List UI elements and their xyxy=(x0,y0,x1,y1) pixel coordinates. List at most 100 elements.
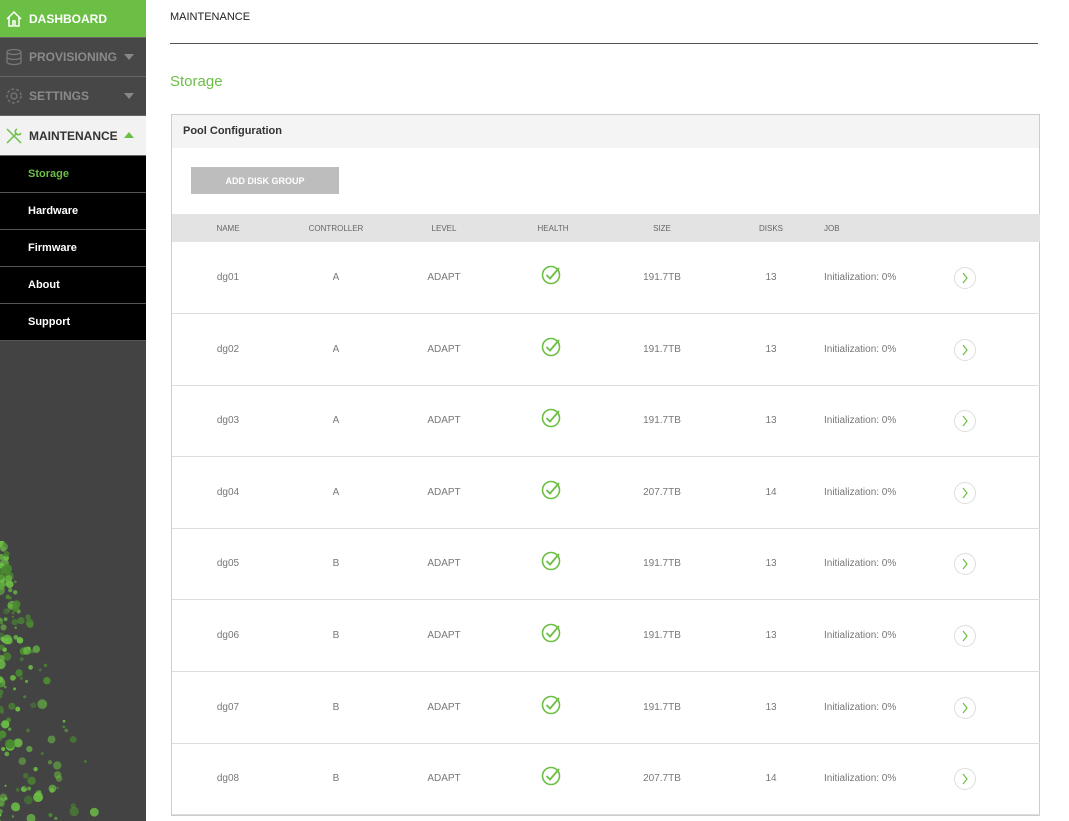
chevron-right-icon xyxy=(962,272,968,284)
dot xyxy=(1,746,6,752)
cell-disks: 14 xyxy=(765,773,777,785)
subnav-support[interactable]: Support xyxy=(0,304,146,341)
nav-maintenance[interactable]: MAINTENANCE xyxy=(0,116,146,156)
dot xyxy=(8,587,13,593)
dot xyxy=(43,663,48,668)
cell-level: ADAPT xyxy=(427,486,461,498)
row-details-button[interactable] xyxy=(954,553,976,576)
dot xyxy=(33,766,38,772)
dot xyxy=(0,655,5,662)
cell-size: 191.7TB xyxy=(643,630,681,641)
chevron-right-icon xyxy=(962,344,968,355)
dot xyxy=(27,776,36,786)
health-ok-icon xyxy=(541,766,561,786)
dot xyxy=(0,566,2,569)
cell-size: 191.7TB xyxy=(643,558,681,570)
col-health[interactable]: HEALTH xyxy=(537,224,569,233)
subnav-about[interactable]: About xyxy=(0,267,146,304)
table-row[interactable]: dg06 B ADAPT 191.7TB 13 Initialization: … xyxy=(172,600,1040,672)
cell-level: ADAPT xyxy=(427,701,461,713)
health-ok-icon xyxy=(541,623,561,643)
table-row[interactable]: dg04 A ADAPT 207.7TB 14 Initialization: … xyxy=(172,457,1040,529)
cell-controller: A xyxy=(332,343,340,355)
cell-job: Initialization: 0% xyxy=(824,630,897,641)
dot xyxy=(8,702,16,710)
row-details-button[interactable] xyxy=(954,625,976,647)
tools-icon xyxy=(6,127,22,144)
dot xyxy=(3,551,10,557)
dot xyxy=(0,621,4,625)
table-row[interactable]: dg02 A ADAPT 191.7TB 13 Initialization: … xyxy=(172,314,1040,386)
dot xyxy=(11,815,15,818)
health-ok-icon xyxy=(541,695,561,714)
subnav-storage[interactable]: Storage xyxy=(0,156,146,193)
chevron-right-icon xyxy=(962,630,968,642)
table-row[interactable]: dg07 B ADAPT 191.7TB 13 Initialization: … xyxy=(172,672,1040,744)
cell-job: Initialization: 0% xyxy=(824,558,897,570)
row-details-button[interactable] xyxy=(954,410,976,433)
row-details-button[interactable] xyxy=(954,696,976,719)
dot xyxy=(62,725,66,729)
dot xyxy=(35,790,42,797)
dot xyxy=(5,739,15,749)
health-ok-icon xyxy=(541,337,561,356)
row-details-button[interactable] xyxy=(954,267,976,289)
dot xyxy=(32,645,41,653)
dot xyxy=(27,786,32,791)
col-size[interactable]: SIZE xyxy=(653,224,671,233)
caret-down-icon xyxy=(124,54,134,60)
subnav-hardware[interactable]: Hardware xyxy=(0,193,146,230)
col-disks[interactable]: DISKS xyxy=(758,224,784,233)
home-icon xyxy=(6,10,22,27)
dot xyxy=(0,542,3,548)
dot xyxy=(15,669,23,677)
panel-title: Pool Configuration xyxy=(172,115,1039,148)
cell-controller: B xyxy=(332,773,340,785)
dot xyxy=(11,618,18,626)
cell-name: dg03 xyxy=(216,415,240,427)
table-row[interactable]: dg08 B ADAPT 207.7TB 14 Initialization: … xyxy=(172,743,1040,816)
nav-label: DASHBOARD xyxy=(29,11,107,26)
col-controller[interactable]: CONTROLLER xyxy=(308,224,364,233)
cell-level: ADAPT xyxy=(427,558,461,570)
cell-job: Initialization: 0% xyxy=(824,701,897,713)
nav-settings[interactable]: SETTINGS xyxy=(0,77,146,116)
dot xyxy=(43,676,51,685)
cell-controller: B xyxy=(332,701,340,713)
row-details-button[interactable] xyxy=(954,338,976,361)
dot xyxy=(0,676,4,683)
table-row[interactable]: dg03 A ADAPT 191.7TB 13 Initialization: … xyxy=(172,385,1040,458)
cell-level: ADAPT xyxy=(427,272,461,283)
row-details-button[interactable] xyxy=(954,768,976,791)
cell-size: 191.7TB xyxy=(643,415,681,427)
nav-provisioning[interactable]: PROVISIONING xyxy=(0,38,146,77)
table-row[interactable]: dg05 B ADAPT 191.7TB 13 Initialization: … xyxy=(172,528,1040,601)
dot xyxy=(18,757,27,765)
cell-controller: B xyxy=(332,630,340,641)
add-disk-group-button[interactable]: ADD DISK GROUP xyxy=(191,167,339,194)
database-icon xyxy=(6,48,22,66)
dot xyxy=(15,706,21,712)
dot xyxy=(23,773,29,779)
chevron-right-icon xyxy=(962,773,968,785)
table-row[interactable]: dg01 A ADAPT 191.7TB 13 Initialization: … xyxy=(172,242,1040,314)
cell-size: 207.7TB xyxy=(643,773,681,785)
nav-dashboard[interactable]: DASHBOARD xyxy=(0,0,146,38)
row-details-button[interactable] xyxy=(954,481,976,504)
col-job[interactable]: JOB xyxy=(824,224,840,233)
gear-icon xyxy=(6,88,22,104)
col-name[interactable]: NAME xyxy=(216,224,240,233)
col-level[interactable]: LEVEL xyxy=(431,224,457,233)
dot xyxy=(2,564,13,574)
subnav-firmware[interactable]: Firmware xyxy=(0,230,146,267)
decorative-dots xyxy=(0,541,99,821)
dot xyxy=(19,676,23,680)
dot xyxy=(4,751,10,757)
cell-level: ADAPT xyxy=(427,773,461,785)
cell-name: dg07 xyxy=(216,701,240,713)
cell-name: dg05 xyxy=(216,558,240,570)
dot xyxy=(89,807,99,817)
caret-up-icon xyxy=(124,132,134,138)
cell-name: dg02 xyxy=(216,343,240,355)
sidebar: DASHBOARD PROVISIONING SETTINGS MAINTENA… xyxy=(0,0,146,821)
